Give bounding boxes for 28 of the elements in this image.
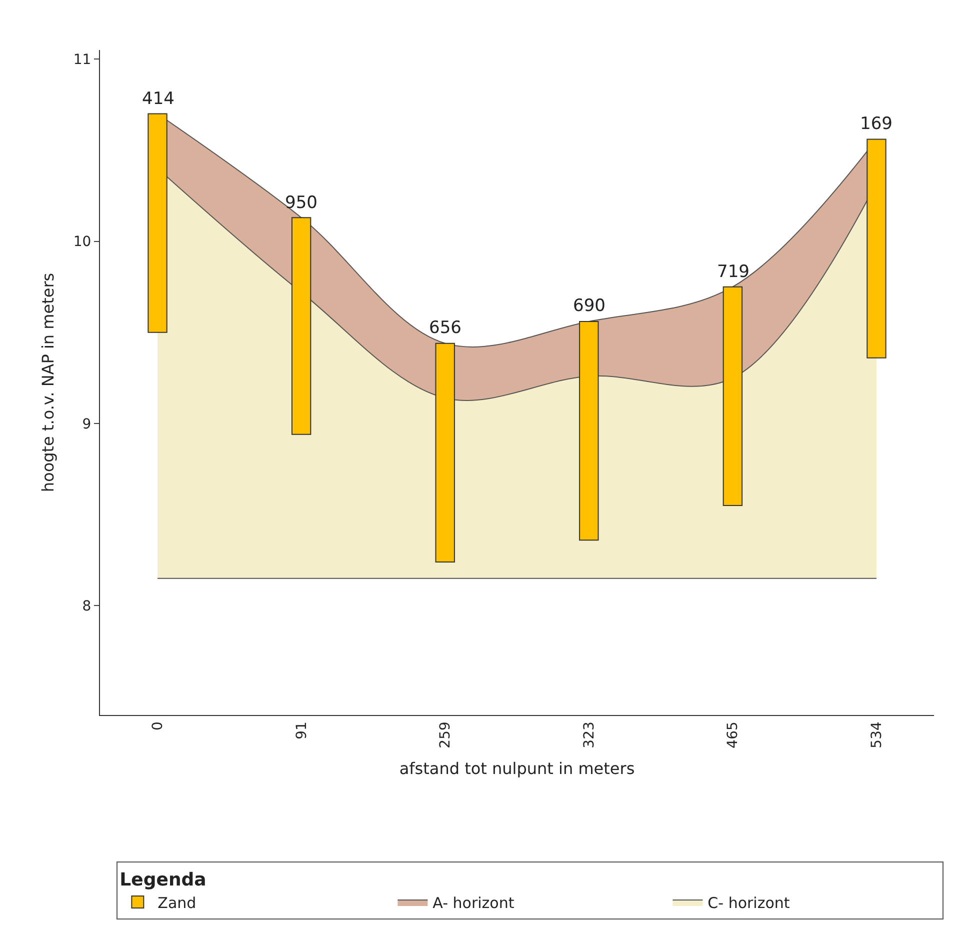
- legend-label: A- horizont: [432, 894, 514, 912]
- annotation: 414: [142, 89, 174, 109]
- annotation: 950: [285, 193, 318, 213]
- x-axis-title: afstand tot nulpunt in meters: [399, 759, 635, 778]
- y-tick-label: 9: [82, 416, 92, 432]
- bar: [866, 138, 886, 358]
- x-tick-label: 259: [438, 722, 454, 748]
- x-tick-label: 534: [869, 722, 886, 748]
- bar: [291, 217, 312, 435]
- x-tick-label: 0: [150, 722, 166, 731]
- annotation: 169: [860, 114, 892, 134]
- annotation: 656: [429, 318, 462, 338]
- bar: [148, 113, 168, 333]
- x-tick-label: 91: [294, 722, 310, 740]
- bar: [579, 320, 599, 541]
- y-tick-label: 10: [73, 234, 92, 250]
- bar: [435, 342, 455, 562]
- annotation: 719: [717, 262, 750, 282]
- legend-label: Zand: [158, 894, 196, 912]
- x-tick-label: 465: [725, 722, 742, 748]
- annotation: 690: [573, 296, 606, 316]
- legend-label: C- horizont: [708, 894, 790, 912]
- y-axis-title: hoogte t.o.v. NAP in meters: [38, 272, 58, 492]
- y-tick-label: 11: [73, 52, 92, 68]
- x-tick-label: 323: [581, 722, 598, 748]
- y-tick-label: 8: [82, 598, 92, 615]
- bar: [722, 286, 743, 506]
- legend-title: Legenda: [120, 870, 206, 891]
